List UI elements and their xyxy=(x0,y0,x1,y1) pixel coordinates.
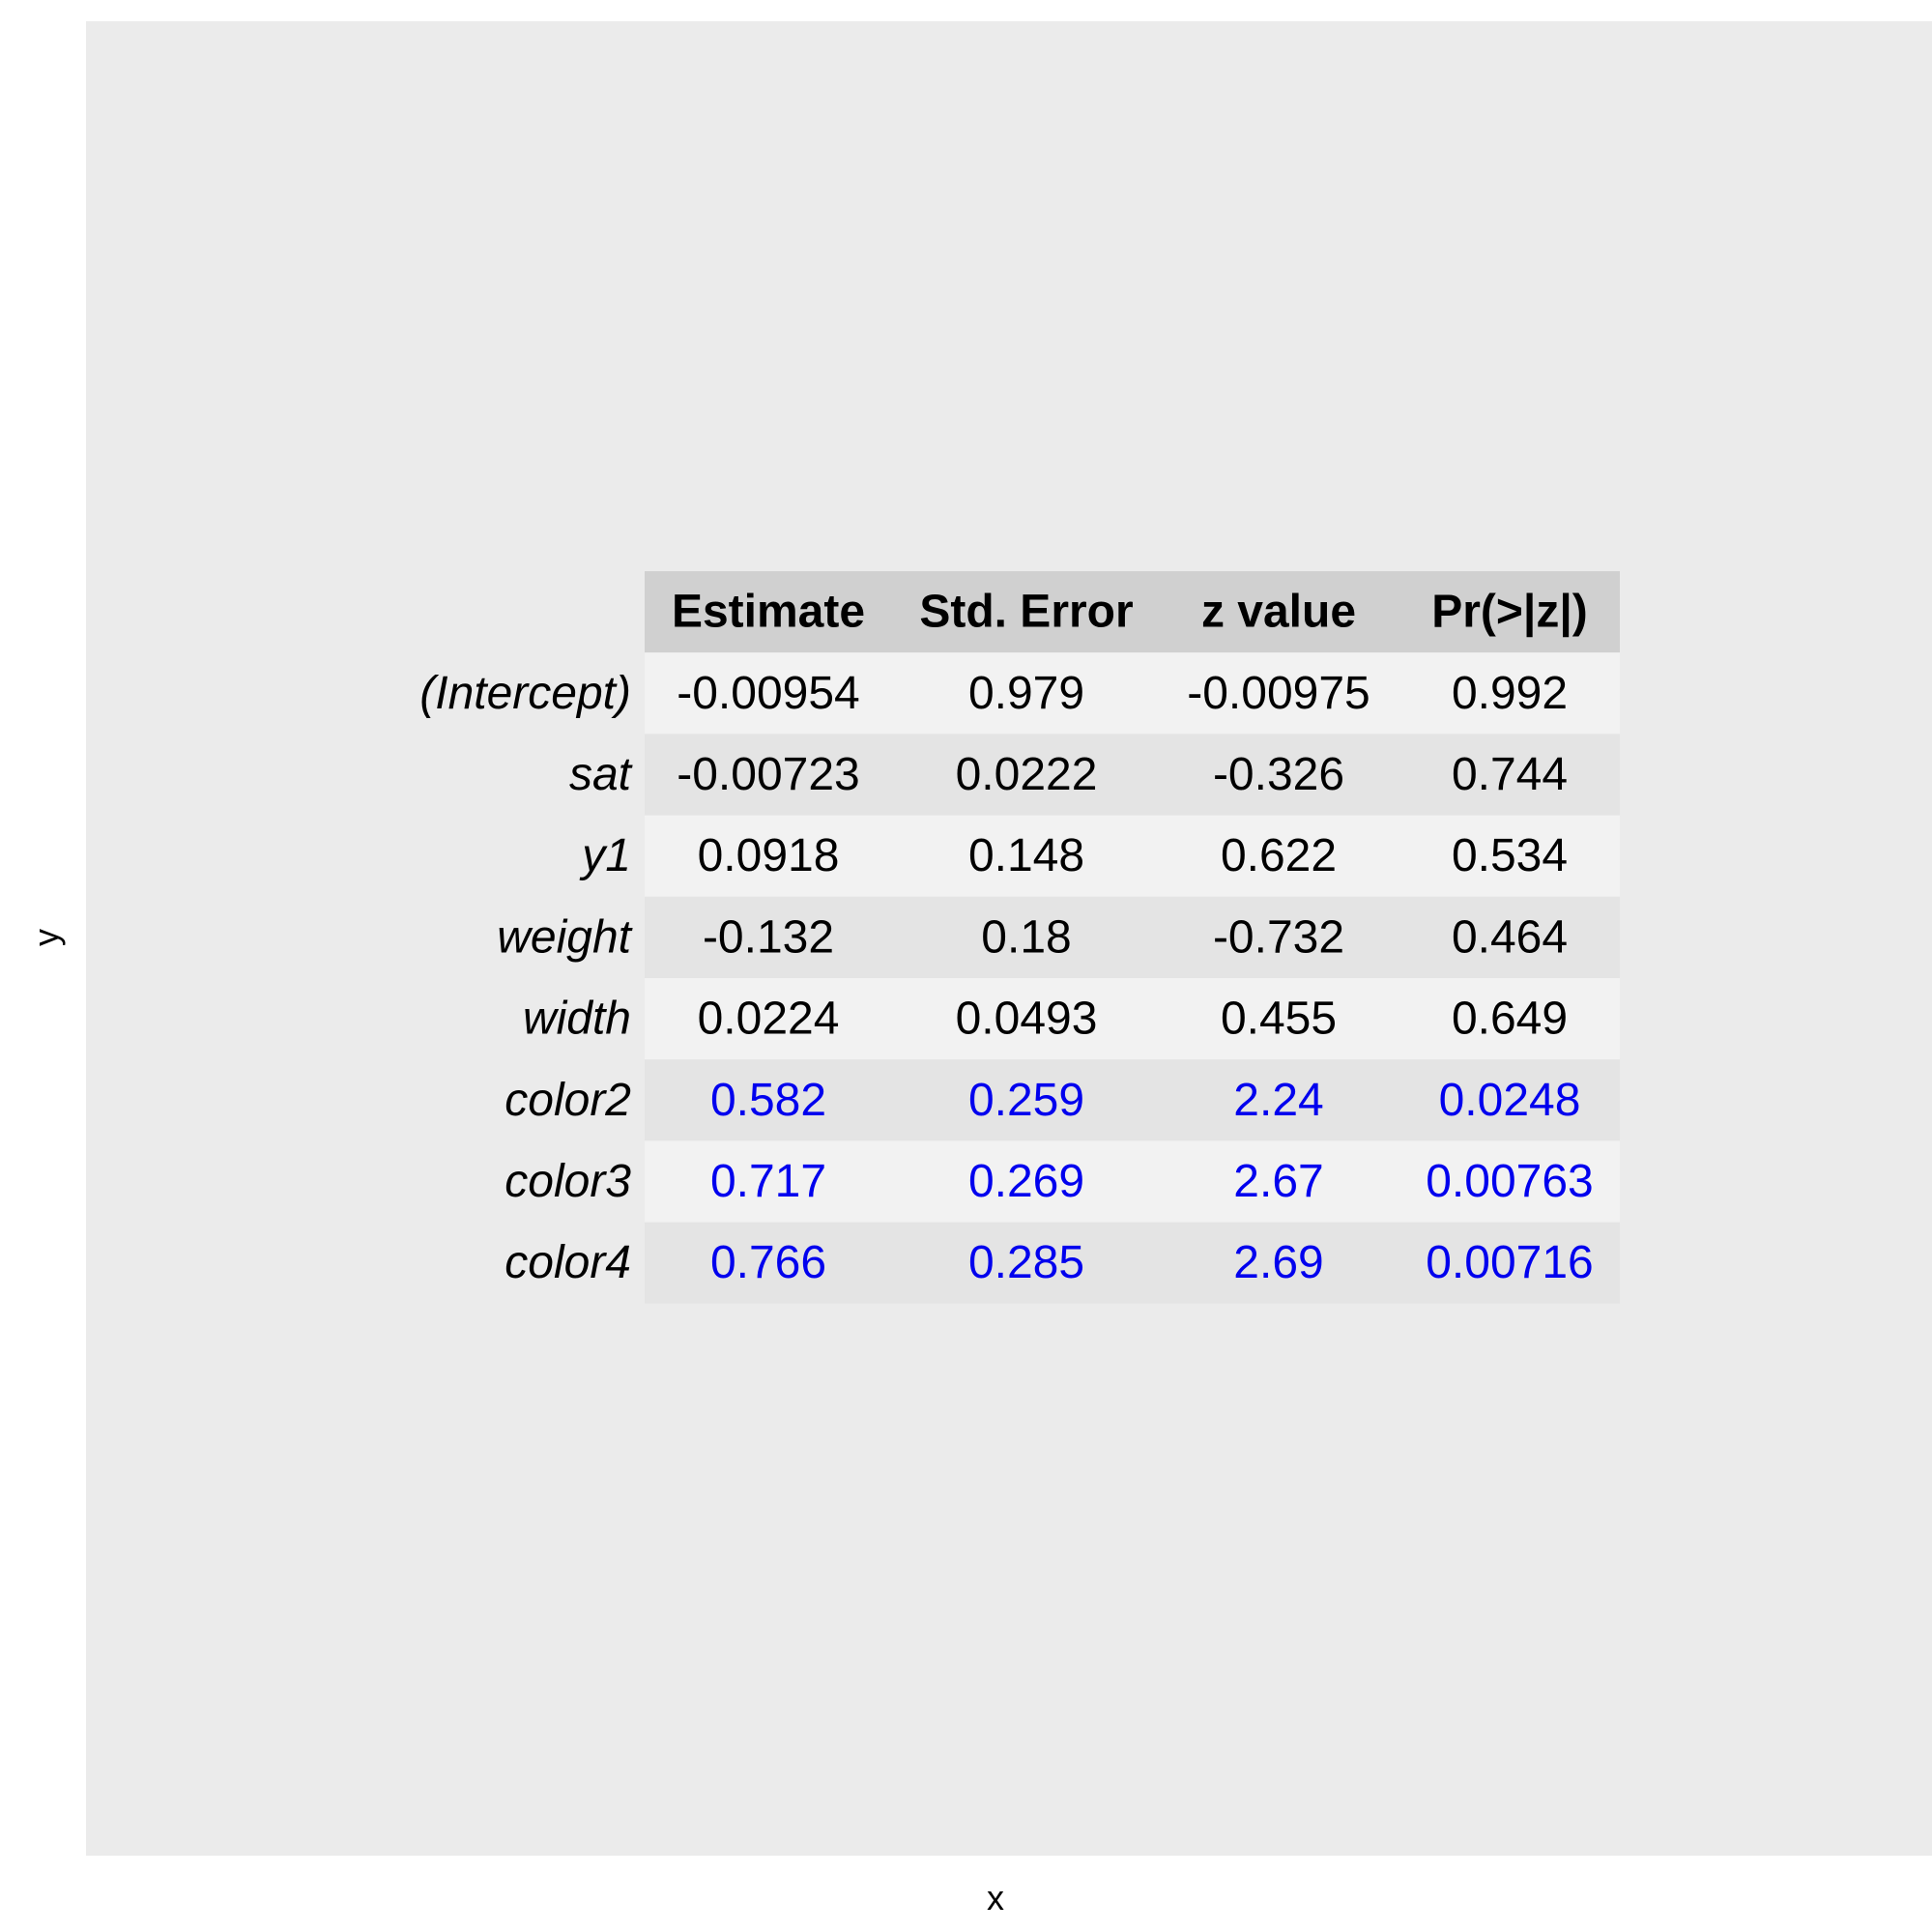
table-cell: -0.00723 xyxy=(677,749,860,800)
table-cell: -0.732 xyxy=(1213,911,1344,963)
row-label: y1 xyxy=(579,830,631,881)
row-label: weight xyxy=(497,911,632,963)
table-cell: 0.534 xyxy=(1452,830,1568,881)
column-header: z value xyxy=(1201,587,1356,638)
table-cell: 0.766 xyxy=(710,1237,826,1288)
table-cell: 0.0493 xyxy=(956,994,1098,1045)
table-cell: 0.18 xyxy=(981,911,1071,963)
table-cell: 0.717 xyxy=(710,1156,826,1207)
table-cell: -0.132 xyxy=(703,911,834,963)
table-cell: 0.649 xyxy=(1452,994,1568,1045)
column-header: Pr(>|z|) xyxy=(1431,587,1588,638)
table-cell: 0.0222 xyxy=(956,749,1098,800)
table-cell: 0.00763 xyxy=(1426,1156,1594,1207)
table-row-background xyxy=(645,1140,1620,1223)
table-header-background xyxy=(645,571,1620,653)
table-row-background xyxy=(645,1059,1620,1141)
table-cell: 0.622 xyxy=(1221,830,1337,881)
table-cell: 0.582 xyxy=(710,1075,826,1126)
row-label: width xyxy=(523,994,631,1045)
table-cell: 0.00716 xyxy=(1426,1237,1594,1288)
table-row-background xyxy=(645,1222,1620,1304)
row-label: (Intercept) xyxy=(419,668,631,719)
table-row-background xyxy=(645,896,1620,978)
table-cell: 0.0224 xyxy=(698,994,840,1045)
column-header: Std. Error xyxy=(919,587,1133,638)
table-row-background xyxy=(645,815,1620,897)
table-cell: 0.0918 xyxy=(698,830,840,881)
table-cell: -0.00954 xyxy=(677,668,860,719)
table-row-background xyxy=(645,652,1620,735)
table-cell: 0.285 xyxy=(968,1237,1084,1288)
table-cell: -0.326 xyxy=(1213,749,1344,800)
table-cell: -0.00975 xyxy=(1187,668,1370,719)
table-row-background xyxy=(645,734,1620,816)
table-cell: 0.992 xyxy=(1452,668,1568,719)
row-label: color3 xyxy=(505,1156,631,1207)
row-label: color2 xyxy=(505,1075,631,1126)
y-axis-title: y xyxy=(26,929,66,946)
row-label: sat xyxy=(569,749,633,800)
column-header: Estimate xyxy=(672,587,865,638)
x-axis-title: x xyxy=(987,1878,1004,1918)
table-cell: 0.744 xyxy=(1452,749,1568,800)
table-cell: 0.455 xyxy=(1221,994,1337,1045)
table-cell: 0.148 xyxy=(968,830,1084,881)
table-cell: 2.24 xyxy=(1233,1075,1323,1126)
table-cell: 0.979 xyxy=(968,668,1084,719)
table-cell: 2.69 xyxy=(1233,1237,1323,1288)
table-cell: 0.464 xyxy=(1452,911,1568,963)
table-cell: 0.259 xyxy=(968,1075,1084,1126)
table-cell: 0.269 xyxy=(968,1156,1084,1207)
table-cell: 0.0248 xyxy=(1439,1075,1581,1126)
row-label: color4 xyxy=(505,1237,631,1288)
table-cell: 2.67 xyxy=(1233,1156,1323,1207)
table-row-background xyxy=(645,978,1620,1060)
